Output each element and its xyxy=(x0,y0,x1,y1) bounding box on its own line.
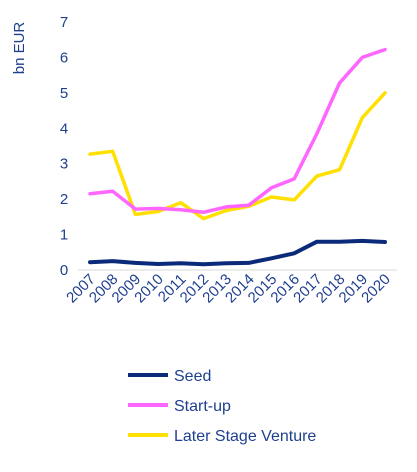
legend: Seed Start-up Later Stage Venture xyxy=(128,368,316,445)
x-axis-ticks: 2007200820092010201120122013201420152016… xyxy=(63,271,394,307)
legend-label: Later Stage Venture xyxy=(174,428,316,445)
y-tick-label: 7 xyxy=(60,14,68,31)
legend-label: Seed xyxy=(174,368,211,385)
series-line-later-stage-venture xyxy=(88,91,387,221)
y-tick-label: 1 xyxy=(60,227,68,244)
y-tick-label: 3 xyxy=(60,156,68,173)
y-axis-ticks: 0 1 2 3 4 5 6 7 xyxy=(60,14,68,279)
y-tick-label: 2 xyxy=(60,191,68,208)
legend-label: Start-up xyxy=(174,398,231,415)
y-tick-label: 5 xyxy=(60,85,68,102)
series-line-seed xyxy=(88,238,387,267)
y-axis-label: bn EUR xyxy=(11,22,28,75)
series-line-start-up xyxy=(88,47,387,215)
y-tick-label: 0 xyxy=(60,262,68,279)
series-lines xyxy=(88,47,387,267)
y-tick-label: 4 xyxy=(60,120,68,137)
y-tick-label: 6 xyxy=(60,49,68,66)
